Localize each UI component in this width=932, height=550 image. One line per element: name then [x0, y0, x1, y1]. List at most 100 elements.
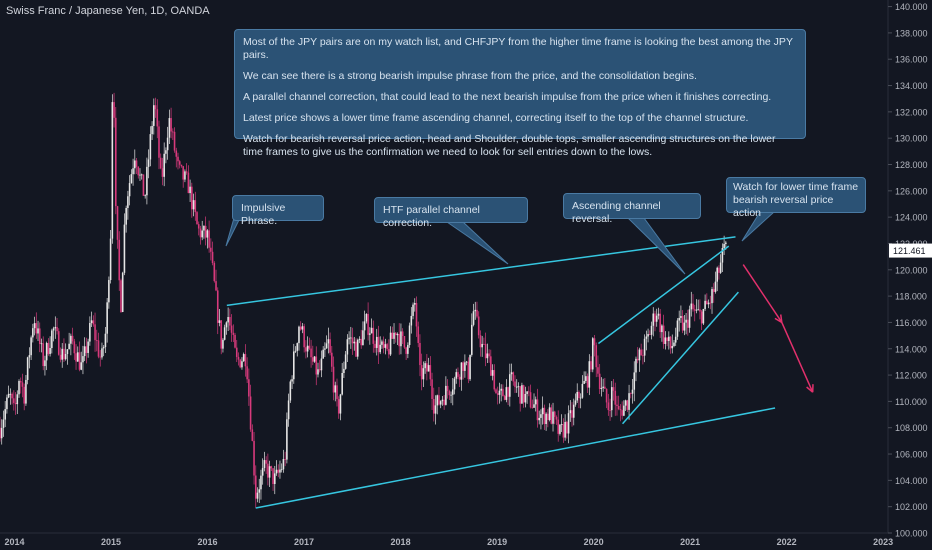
candle-body	[0, 427, 3, 439]
candle-body	[514, 381, 516, 387]
candle-body	[562, 424, 565, 438]
candle-body	[291, 379, 293, 382]
candle-body	[431, 379, 433, 399]
candle-body	[607, 402, 610, 411]
price-tick-label: 124.000	[895, 213, 928, 223]
candle-body	[503, 396, 506, 400]
candle-body	[598, 373, 601, 389]
candle-body	[522, 385, 525, 403]
candle-body	[505, 387, 508, 400]
candle-body	[215, 281, 217, 291]
candle-body	[624, 400, 627, 406]
candle-body	[533, 404, 535, 408]
candle-body	[668, 336, 670, 342]
candle-body	[14, 402, 17, 405]
candle-body	[130, 174, 133, 184]
candle-body	[451, 389, 454, 395]
candle-body	[45, 342, 48, 361]
candle-body	[263, 460, 266, 468]
candle-body	[327, 339, 330, 344]
candle-body	[403, 336, 406, 348]
htf-channel-callout[interactable]: HTF parallel channel correction.	[374, 197, 528, 229]
candle-body	[393, 332, 395, 339]
candle-body	[256, 492, 259, 499]
candle-body	[412, 304, 414, 316]
candle-body	[567, 413, 570, 434]
candle-body	[197, 224, 200, 229]
candle-body	[512, 372, 515, 382]
candle-body	[268, 466, 271, 478]
ascending-channel-callout[interactable]: Ascending channel reversal.	[563, 193, 701, 225]
candle-body	[90, 320, 93, 324]
price-axis[interactable]: 100.000 102.000 104.000 106.000 108.000 110.0…	[887, 0, 932, 550]
candle-body	[566, 421, 568, 434]
candle-body	[147, 159, 150, 167]
candle-body	[192, 200, 195, 210]
last-price-label: 121.461	[893, 246, 926, 256]
candle-body	[159, 157, 162, 169]
time-tick-label: 2018	[391, 537, 411, 547]
candle-body	[623, 405, 625, 416]
candle-body	[59, 354, 62, 360]
analysis-text-box[interactable]: Most of the JPY pairs are on my watch li…	[234, 29, 806, 158]
candle-body	[49, 348, 51, 354]
candle-body	[662, 325, 665, 344]
candle-body	[591, 338, 594, 370]
candle-body	[106, 302, 108, 334]
candle-body	[649, 334, 651, 335]
candle-body	[101, 348, 103, 358]
candle-body	[445, 385, 447, 405]
candle-body	[633, 372, 636, 390]
candle-body	[363, 321, 366, 331]
candle-body	[102, 347, 105, 349]
candle-body	[246, 366, 248, 380]
candle-body	[453, 378, 456, 390]
candle-body	[389, 332, 392, 355]
candle-body	[11, 393, 13, 399]
candle-body	[700, 311, 703, 324]
price-tick-label: 126.000	[895, 186, 928, 196]
price-tick-label: 134.000	[895, 81, 928, 91]
candle-body	[170, 118, 172, 132]
candle-body	[196, 212, 198, 225]
candle-body	[28, 355, 31, 358]
candle-body	[640, 349, 642, 356]
candle-body	[125, 207, 127, 225]
candle-body	[289, 381, 292, 401]
candle-body	[177, 156, 179, 162]
candle-body	[379, 344, 382, 353]
candle-body	[479, 335, 482, 348]
candle-body	[586, 376, 589, 388]
candle-body	[436, 395, 439, 406]
candle-body	[95, 340, 98, 341]
candle-body	[223, 327, 226, 340]
candle-body	[690, 303, 693, 310]
candle-body	[44, 360, 46, 367]
candle-body	[579, 397, 582, 399]
candle-body	[650, 325, 653, 335]
analysis-line: Most of the JPY pairs are on my watch li…	[243, 36, 793, 61]
candle-body	[483, 343, 485, 345]
candle-body	[386, 344, 388, 350]
time-axis[interactable]: 2014 2015 2016 2017 2018 2019 2020 2021 2022 2023	[0, 532, 893, 547]
candle-body	[166, 137, 169, 151]
candle-body	[661, 325, 663, 333]
candle-body	[495, 389, 497, 394]
watch-reversal-callout[interactable]: Watch for lower time frame bearish rever…	[726, 177, 866, 219]
impulsive-phrase-callout[interactable]: Impulsive Phrase.	[232, 195, 324, 227]
candle-body	[721, 248, 724, 263]
candle-body	[496, 393, 499, 395]
candle-body	[337, 399, 340, 414]
candle-body	[420, 365, 423, 380]
candle-body	[642, 355, 644, 357]
candle-body	[659, 313, 661, 333]
candle-body	[42, 343, 45, 367]
candle-series	[0, 92, 727, 509]
candle-body	[325, 343, 328, 349]
candle-body	[460, 362, 463, 380]
candle-body	[273, 473, 276, 484]
candle-body	[344, 354, 347, 369]
candle-body	[109, 238, 112, 281]
symbol-title: Swiss Franc / Japanese Yen, 1D, OANDA	[6, 5, 210, 17]
candle-body	[419, 342, 421, 366]
